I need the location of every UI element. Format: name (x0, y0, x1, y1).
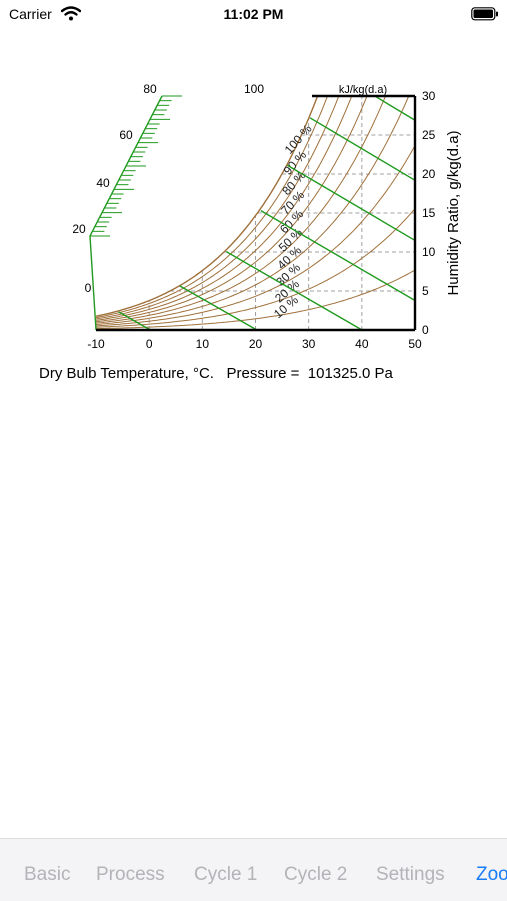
chart-caption: Dry Bulb Temperature, °C. Pressure = 101… (39, 365, 393, 382)
enthalpy-line-0 (118, 311, 151, 331)
enthalpy-line-80 (287, 164, 416, 242)
enthalpy-lines (118, 95, 416, 331)
x-tick-labels: -10 0 10 20 30 40 50 (87, 337, 422, 351)
enthalpy-line-100 (309, 117, 416, 181)
rh-curve-80 (96, 96, 340, 320)
tab-bar: Basic Process Cycle 1 Cycle 2 Settings Z… (0, 838, 507, 901)
enthalpy-line-120 (374, 95, 416, 121)
y-tick-label: 0 (422, 323, 429, 337)
x-tick-label: 20 (249, 337, 263, 351)
y-tick-label: 10 (422, 245, 436, 259)
status-time: 11:02 PM (223, 6, 284, 22)
enthalpy-label-0: 0 (85, 281, 92, 295)
enthalpy-line-20 (179, 285, 258, 331)
tab-basic[interactable]: Basic (24, 864, 71, 885)
x-tick-label: 10 (196, 337, 210, 351)
enthalpy-label-5: 100 (244, 82, 264, 96)
enthalpy-label-1: 20 (72, 222, 86, 236)
rh-curve-100 (96, 96, 319, 317)
pressure-value: 101325.0 Pa (307, 365, 393, 382)
y-tick-label: 5 (422, 284, 429, 298)
enthalpy-label-2: 40 (96, 176, 110, 190)
y-tick-label: 25 (422, 128, 436, 142)
carrier-label: Carrier (9, 6, 52, 22)
x-tick-label: 40 (355, 337, 369, 351)
tab-settings[interactable]: Settings (376, 864, 445, 885)
status-bar: Carrier 11:02 PM (0, 0, 507, 30)
psychrometric-chart: 10 %20 %30 %40 %50 %60 %70 %80 %90 %100 … (72, 82, 462, 351)
x-tick-label: 50 (408, 337, 422, 351)
rh-curve-50 (96, 96, 387, 324)
rh-curves (96, 96, 415, 330)
y-tick-label: 30 (422, 89, 436, 103)
y-axis-title: Humidity Ratio, g/kg(d.a) (445, 130, 462, 295)
rh-curve-40 (96, 96, 410, 325)
y-tick-label: 15 (422, 206, 436, 220)
pressure-label: Pressure = (226, 365, 300, 382)
enthalpy-unit-label: kJ/kg(d.a) (339, 84, 387, 96)
y-tick-labels: 0 5 10 15 20 25 30 (422, 89, 436, 337)
tab-cycle-1[interactable]: Cycle 1 (194, 864, 258, 885)
tab-cycle-2[interactable]: Cycle 2 (284, 864, 348, 885)
battery-icon (471, 7, 498, 21)
rh-curve-20 (96, 208, 415, 328)
enthalpy-label-3: 60 (119, 128, 133, 142)
enthalpy-label-4: 80 (143, 82, 157, 96)
rh-curve-30 (96, 145, 415, 327)
tab-zoom[interactable]: Zoo (476, 864, 507, 885)
rh-curve-90 (96, 96, 329, 319)
enthalpy-scale: 0 20 40 60 80 100 kJ/kg(d.a) (72, 82, 387, 331)
rh-curve-10 (96, 269, 415, 330)
tab-process[interactable]: Process (96, 864, 165, 885)
chart-frame (96, 94, 417, 332)
y-tick-label: 20 (422, 167, 436, 181)
x-axis-label: Dry Bulb Temperature, °C. (39, 365, 214, 382)
x-tick-label: -10 (87, 337, 105, 351)
x-tick-label: 0 (146, 337, 153, 351)
enthalpy-line-40 (225, 250, 363, 331)
wifi-icon (61, 6, 81, 21)
x-tick-label: 30 (302, 337, 316, 351)
enthalpy-line-60 (260, 210, 416, 302)
rh-curve-70 (96, 96, 353, 321)
